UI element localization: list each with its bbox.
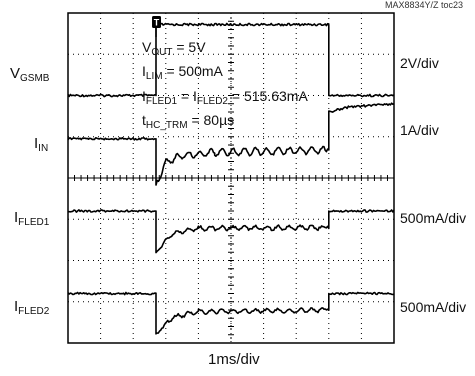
trace-ifled1 <box>68 209 395 254</box>
scale-label-iin: 1A/div <box>400 122 439 138</box>
trace-vgsmb <box>67 22 395 98</box>
channel-label-ifled1: IFLED1 <box>14 209 50 228</box>
figure-reference: MAX8834Y/Z toc23 <box>384 0 463 10</box>
scale-label-ifled2: 500mA/div <box>400 299 467 315</box>
annotation-vout: VOUT = 5V <box>142 39 206 58</box>
x-axis-label: 1ms/div <box>208 351 260 368</box>
trigger-marker-label: T <box>154 18 160 28</box>
annotation-ilim: ILIM = 500mA <box>142 63 223 82</box>
annotation-ifled: IFLED1 = IFLED2 = 515.63mA <box>142 88 308 107</box>
trace-iin <box>67 102 395 186</box>
channel-label-iin: IIN <box>34 135 49 154</box>
channel-label-ifled2: IFLED2 <box>14 298 50 317</box>
scale-label-vgsmb: 2V/div <box>400 55 439 71</box>
scale-label-ifled1: 500mA/div <box>400 210 467 226</box>
annotation-thc-trm: tHC_TRM = 80µs <box>142 112 235 131</box>
channel-label-vgsmb: VGSMB <box>10 65 50 84</box>
trace-ifled2 <box>67 291 395 335</box>
trigger-marker <box>152 16 162 28</box>
